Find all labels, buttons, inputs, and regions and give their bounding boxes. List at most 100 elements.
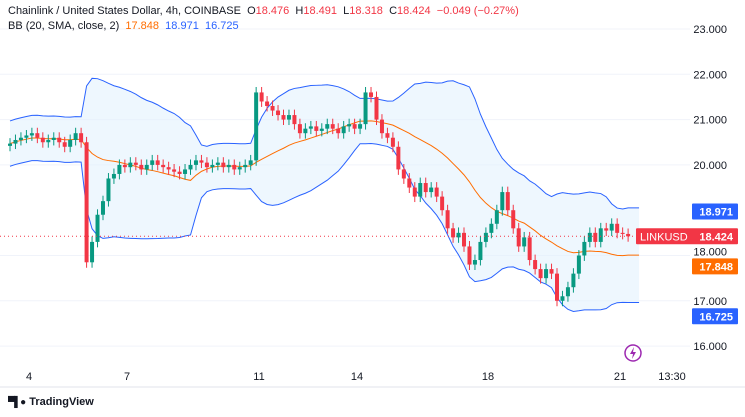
low-value: 18.318 xyxy=(349,5,383,17)
lightning-icon[interactable] xyxy=(624,344,642,362)
candle-body xyxy=(418,183,423,197)
candle-body xyxy=(620,232,625,234)
candle-body xyxy=(615,223,620,233)
candle-body xyxy=(522,237,527,247)
candle-body xyxy=(232,164,237,170)
y-tick-label: 18.000 xyxy=(693,247,727,259)
change-value: −0.049 (−0.27%) xyxy=(436,5,519,17)
candle-body xyxy=(68,139,73,147)
candle-body xyxy=(319,128,324,131)
candle-body xyxy=(555,273,559,301)
close-value: 18.424 xyxy=(397,5,431,17)
candle-body xyxy=(369,92,374,97)
candle-body xyxy=(604,228,609,231)
candle-body xyxy=(292,115,297,125)
lower-band-price-label: 16.725 xyxy=(699,311,733,323)
high-label: H xyxy=(295,5,304,17)
candle-body xyxy=(117,164,122,174)
candle-body xyxy=(330,124,335,129)
open-value: 18.476 xyxy=(255,5,290,17)
upper-band-price-label: 18.971 xyxy=(699,207,733,219)
candle-body xyxy=(95,214,100,242)
candle-body xyxy=(560,296,565,301)
candle-body xyxy=(549,269,554,274)
candle-body xyxy=(336,128,341,134)
symbol-title: Chainlink / United States Dollar, 4h, CO… xyxy=(8,5,241,17)
x-tick-label: 7 xyxy=(124,371,130,383)
symbol-legend: Chainlink / United States Dollar, 4h, CO… xyxy=(8,5,519,17)
candle-body xyxy=(390,137,395,147)
candle-body xyxy=(325,124,330,129)
candle-body xyxy=(133,162,138,165)
candle-body xyxy=(423,183,428,193)
candle-body xyxy=(286,115,291,120)
candle-body xyxy=(270,106,275,111)
logo-text: TradingView xyxy=(29,396,94,408)
x-tick-label: 18 xyxy=(482,371,494,383)
candle-body xyxy=(489,223,494,233)
candle-body xyxy=(177,171,182,174)
candle-body xyxy=(308,126,313,129)
candle-body xyxy=(100,201,105,215)
x-tick-label: 4 xyxy=(26,371,32,383)
candle-body xyxy=(505,192,510,211)
candle-body xyxy=(533,260,538,270)
candle-body xyxy=(8,143,12,146)
candle-body xyxy=(281,115,286,120)
candle-body xyxy=(456,232,461,238)
bollinger-upper-line xyxy=(9,77,640,210)
candle-body xyxy=(593,232,598,242)
bollinger-lower-line xyxy=(9,142,640,312)
candle-body xyxy=(73,133,78,140)
tradingview-logo[interactable]: ▀▌● TradingView xyxy=(8,396,94,408)
candle-body xyxy=(303,128,308,134)
candle-body xyxy=(396,146,401,170)
candle-body xyxy=(237,167,242,170)
lower-value: 16.725 xyxy=(204,20,239,32)
candle-body xyxy=(265,101,270,107)
candle-body xyxy=(18,137,23,140)
candle-body xyxy=(221,162,226,168)
candle-body xyxy=(106,178,111,202)
candle-body xyxy=(90,241,95,263)
candle-body xyxy=(35,133,40,138)
candle-body xyxy=(576,255,581,274)
x-tick-label: 11 xyxy=(253,371,264,383)
candle-body xyxy=(462,232,467,247)
candle-body xyxy=(467,246,472,265)
lower-band-price-label-box xyxy=(692,308,738,325)
candle-body xyxy=(363,92,368,125)
indicator-label: BB (20, SMA, close, 2) xyxy=(8,20,120,32)
basis-price-label-box xyxy=(692,258,738,275)
candle-body xyxy=(445,210,450,229)
last-price-label-box xyxy=(636,228,738,245)
x-tick-label: 14 xyxy=(351,371,363,383)
candle-body xyxy=(57,137,62,143)
candle-body xyxy=(128,162,133,168)
candle-body xyxy=(144,164,149,170)
candle-body xyxy=(483,232,488,242)
y-tick-label: 17.000 xyxy=(693,296,727,308)
candle-body xyxy=(358,124,363,129)
candle-body xyxy=(155,160,160,165)
candle-body xyxy=(434,187,439,197)
x-tick-label: 21 xyxy=(614,371,626,383)
candle-body xyxy=(451,228,456,238)
upper-band-price-label-box xyxy=(692,203,738,220)
x-tick-label: 13:30 xyxy=(658,371,686,383)
candle-body xyxy=(254,92,259,161)
candle-body xyxy=(24,135,29,138)
candle-body xyxy=(478,241,483,261)
candle-body xyxy=(183,169,188,174)
candle-body xyxy=(199,160,204,163)
candle-body xyxy=(51,137,56,140)
candle-body xyxy=(407,178,412,188)
candle-body xyxy=(571,273,576,288)
y-tick-label: 16.000 xyxy=(693,341,727,353)
indicator-legend[interactable]: BB (20, SMA, close, 2) 17.848 18.971 16.… xyxy=(8,20,239,32)
tradingview-logo-icon: ▀▌● xyxy=(8,396,26,408)
close-label: C xyxy=(389,5,398,17)
low-label: L xyxy=(343,5,350,17)
candle-body xyxy=(598,228,603,242)
